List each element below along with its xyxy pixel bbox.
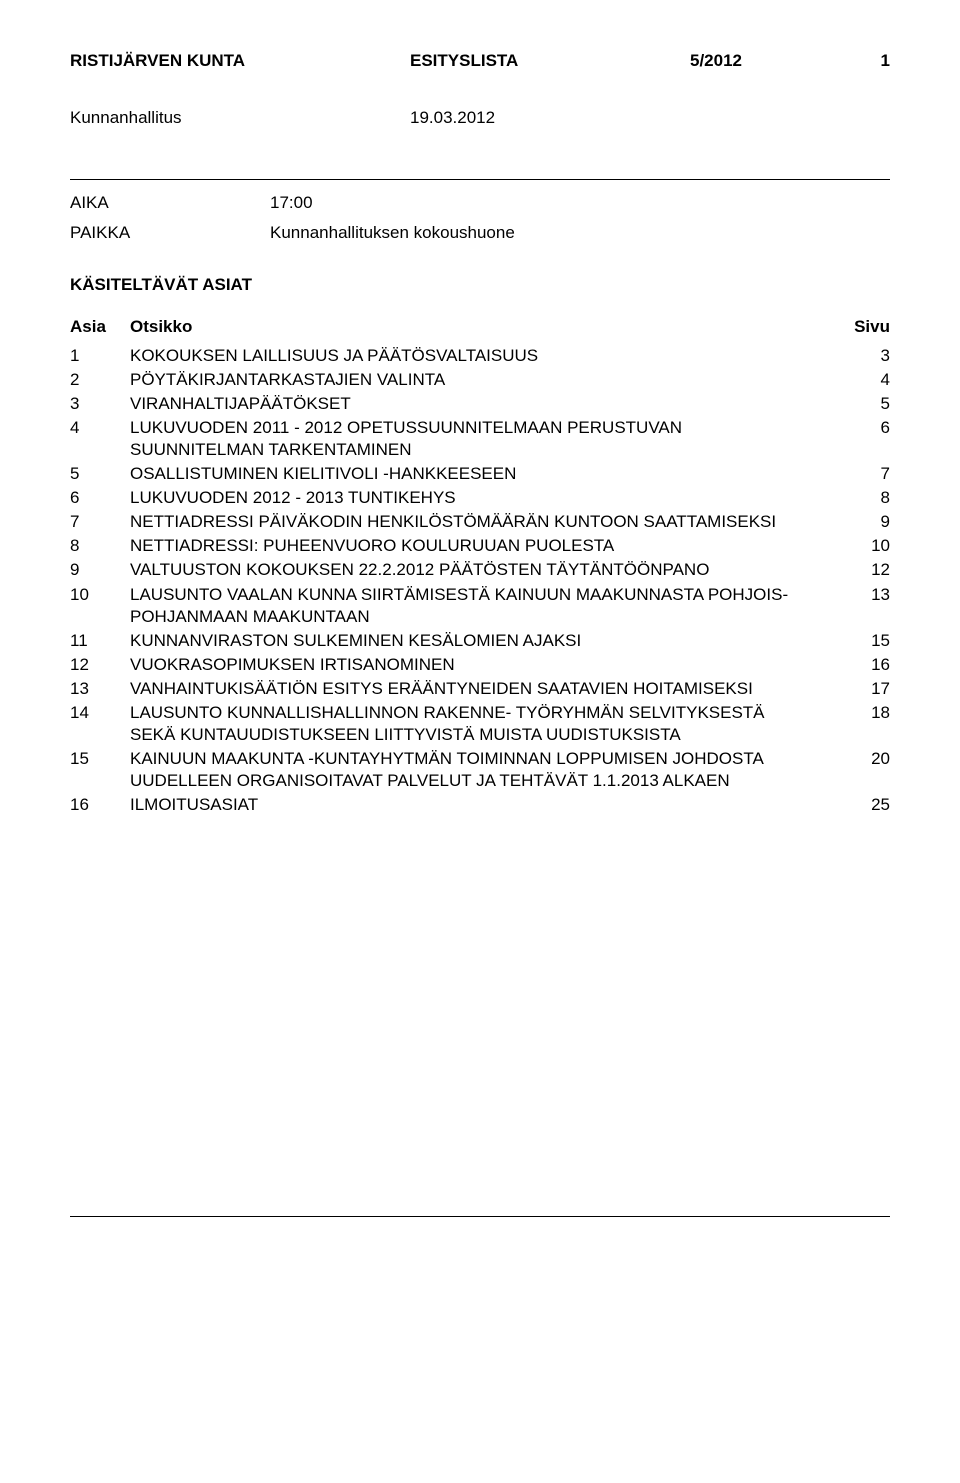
agenda-item-num: 8 (70, 535, 130, 557)
meeting-date: 19.03.2012 (410, 107, 890, 129)
agenda-item-num: 12 (70, 654, 130, 676)
agenda-item-num: 11 (70, 630, 130, 652)
agenda-item-title: LUKUVUODEN 2011 - 2012 OPETUSSUUNNITELMA… (130, 417, 820, 461)
agenda-item-row: 9VALTUUSTON KOKOUKSEN 22.2.2012 PÄÄTÖSTE… (70, 559, 890, 581)
time-value: 17:00 (270, 192, 890, 214)
agenda-item-num: 3 (70, 393, 130, 415)
agenda-item-sivu: 6 (820, 417, 890, 461)
agenda-item-sivu: 20 (820, 748, 890, 792)
time-label: AIKA (70, 192, 270, 214)
agenda-item-title: ILMOITUSASIAT (130, 794, 820, 816)
agenda-item-row: 7NETTIADRESSI PÄIVÄKODIN HENKILÖSTÖMÄÄRÄ… (70, 511, 890, 533)
agenda-item-num: 6 (70, 487, 130, 509)
header-page: 1 (810, 50, 890, 72)
section-title: KÄSITELTÄVÄT ASIAT (70, 274, 890, 296)
agenda-item-num: 9 (70, 559, 130, 581)
document-header: RISTIJÄRVEN KUNTA ESITYSLISTA 5/2012 1 (70, 50, 890, 72)
agenda-item-row: 5OSALLISTUMINEN KIELITIVOLI -HANKKEESEEN… (70, 463, 890, 485)
agenda-item-title: LAUSUNTO VAALAN KUNNA SIIRTÄMISESTÄ KAIN… (130, 584, 820, 628)
agenda-item-title: KOKOUKSEN LAILLISUUS JA PÄÄTÖSVALTAISUUS (130, 345, 820, 367)
agenda-item-row: 11KUNNANVIRASTON SULKEMINEN KESÄLOMIEN A… (70, 630, 890, 652)
agenda-item-sivu: 18 (820, 702, 890, 746)
agenda-item-row: 13VANHAINTUKISÄÄTIÖN ESITYS ERÄÄNTYNEIDE… (70, 678, 890, 700)
agenda-item-num: 13 (70, 678, 130, 700)
agenda-item-sivu: 9 (820, 511, 890, 533)
agenda-item-row: 8NETTIADRESSI: PUHEENVUORO KOULURUUAN PU… (70, 535, 890, 557)
agenda-item-sivu: 25 (820, 794, 890, 816)
agenda-item-row: 2PÖYTÄKIRJANTARKASTAJIEN VALINTA4 (70, 369, 890, 391)
agenda-items: 1KOKOUKSEN LAILLISUUS JA PÄÄTÖSVALTAISUU… (70, 345, 890, 817)
agenda-item-title: PÖYTÄKIRJANTARKASTAJIEN VALINTA (130, 369, 820, 391)
agenda-item-sivu: 5 (820, 393, 890, 415)
agenda-item-row: 1KOKOUKSEN LAILLISUUS JA PÄÄTÖSVALTAISUU… (70, 345, 890, 367)
agenda-item-row: 3VIRANHALTIJAPÄÄTÖKSET5 (70, 393, 890, 415)
agenda-item-title: NETTIADRESSI PÄIVÄKODIN HENKILÖSTÖMÄÄRÄN… (130, 511, 820, 533)
agenda-item-title: LUKUVUODEN 2012 - 2013 TUNTIKEHYS (130, 487, 820, 509)
agenda-item-sivu: 12 (820, 559, 890, 581)
meeting-info: Kunnanhallitus 19.03.2012 (70, 107, 890, 129)
table-header: Asia Otsikko Sivu (70, 316, 890, 338)
agenda-item-row: 12VUOKRASOPIMUKSEN IRTISANOMINEN16 (70, 654, 890, 676)
header-org: RISTIJÄRVEN KUNTA (70, 50, 410, 72)
agenda-item-row: 16ILMOITUSASIAT25 (70, 794, 890, 816)
agenda-item-num: 2 (70, 369, 130, 391)
agenda-item-sivu: 8 (820, 487, 890, 509)
agenda-item-row: 15KAINUUN MAAKUNTA -KUNTAYHYTMÄN TOIMINN… (70, 748, 890, 792)
col-header-sivu: Sivu (820, 316, 890, 338)
agenda-item-num: 15 (70, 748, 130, 792)
agenda-item-sivu: 15 (820, 630, 890, 652)
agenda-item-sivu: 16 (820, 654, 890, 676)
col-header-num: Asia (70, 316, 130, 338)
agenda-item-title: OSALLISTUMINEN KIELITIVOLI -HANKKEESEEN (130, 463, 820, 485)
agenda-item-title: VUOKRASOPIMUKSEN IRTISANOMINEN (130, 654, 820, 676)
agenda-item-num: 5 (70, 463, 130, 485)
place-row: PAIKKA Kunnanhallituksen kokoushuone (70, 222, 890, 244)
agenda-item-row: 10LAUSUNTO VAALAN KUNNA SIIRTÄMISESTÄ KA… (70, 584, 890, 628)
place-value: Kunnanhallituksen kokoushuone (270, 222, 890, 244)
agenda-item-num: 10 (70, 584, 130, 628)
agenda-item-sivu: 13 (820, 584, 890, 628)
place-label: PAIKKA (70, 222, 270, 244)
agenda-item-title: VALTUUSTON KOKOUKSEN 22.2.2012 PÄÄTÖSTEN… (130, 559, 820, 581)
agenda-item-num: 1 (70, 345, 130, 367)
time-row: AIKA 17:00 (70, 192, 890, 214)
agenda-item-sivu: 3 (820, 345, 890, 367)
divider-bottom (70, 1216, 890, 1217)
divider-top (70, 179, 890, 180)
agenda-item-num: 7 (70, 511, 130, 533)
agenda-item-title: LAUSUNTO KUNNALLISHALLINNON RAKENNE- TYÖ… (130, 702, 820, 746)
agenda-item-title: KUNNANVIRASTON SULKEMINEN KESÄLOMIEN AJA… (130, 630, 820, 652)
header-doctype: ESITYSLISTA (410, 50, 690, 72)
header-docnum: 5/2012 (690, 50, 810, 72)
agenda-item-sivu: 4 (820, 369, 890, 391)
agenda-item-num: 14 (70, 702, 130, 746)
agenda-item-sivu: 10 (820, 535, 890, 557)
agenda-item-title: NETTIADRESSI: PUHEENVUORO KOULURUUAN PUO… (130, 535, 820, 557)
agenda-item-row: 14LAUSUNTO KUNNALLISHALLINNON RAKENNE- T… (70, 702, 890, 746)
agenda-item-title: KAINUUN MAAKUNTA -KUNTAYHYTMÄN TOIMINNAN… (130, 748, 820, 792)
agenda-item-sivu: 17 (820, 678, 890, 700)
meeting-body: Kunnanhallitus (70, 107, 410, 129)
agenda-item-sivu: 7 (820, 463, 890, 485)
agenda-item-row: 6LUKUVUODEN 2012 - 2013 TUNTIKEHYS8 (70, 487, 890, 509)
agenda-item-title: VIRANHALTIJAPÄÄTÖKSET (130, 393, 820, 415)
agenda-item-row: 4LUKUVUODEN 2011 - 2012 OPETUSSUUNNITELM… (70, 417, 890, 461)
agenda-item-title: VANHAINTUKISÄÄTIÖN ESITYS ERÄÄNTYNEIDEN … (130, 678, 820, 700)
agenda-item-num: 4 (70, 417, 130, 461)
col-header-title: Otsikko (130, 316, 820, 338)
agenda-item-num: 16 (70, 794, 130, 816)
